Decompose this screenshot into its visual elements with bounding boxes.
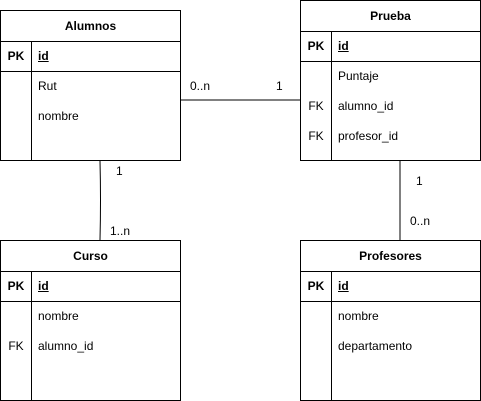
pk-separator [301,61,480,62]
column-divider [31,271,32,400]
column-divider [331,31,332,160]
entity-title: Alumnos [1,11,180,42]
pk-attribute: id [38,279,49,293]
column-divider [31,41,32,160]
cardinality-label: 1..n [110,224,131,238]
entity-prueba[interactable]: Prueba PK id Puntaje FK alumno_id FK pro… [300,0,481,161]
attribute: departamento [338,339,413,353]
pk-attribute: id [38,49,49,63]
pk-attribute: id [338,279,349,293]
attribute: alumno_id [338,99,394,113]
attribute: nombre [38,309,79,323]
attribute: Rut [38,79,57,93]
pk-key: PK [307,279,325,293]
pk-key: PK [307,39,325,53]
cardinality-label: 1 [276,79,283,93]
entity-curso[interactable]: Curso PK id nombre FK alumno_id [0,240,181,401]
attribute: Puntaje [338,69,379,83]
entity-profesores[interactable]: Profesores PK id nombre departamento [300,240,481,401]
entity-title: Prueba [301,1,480,32]
pk-separator [1,71,180,72]
fk-key: FK [308,129,324,143]
attribute: alumno_id [38,339,94,353]
fk-key: FK [8,339,24,353]
column-divider [331,271,332,400]
pk-key: PK [7,49,25,63]
pk-separator [301,301,480,302]
pk-attribute: id [338,39,349,53]
pk-separator [1,301,180,302]
relation-alumnos-curso [99,160,101,241]
cardinality-label: 1 [116,164,123,178]
cardinality-label: 0..n [190,79,211,93]
attribute: nombre [338,309,379,323]
fk-key: FK [308,99,324,113]
entity-title: Curso [1,241,180,272]
cardinality-label: 0..n [410,214,431,228]
pk-key: PK [7,279,25,293]
entity-alumnos[interactable]: Alumnos PK id Rut nombre [0,10,181,161]
attribute: profesor_id [338,129,399,143]
cardinality-label: 1 [416,174,423,188]
attribute: nombre [38,109,79,123]
entity-title: Profesores [301,241,480,272]
